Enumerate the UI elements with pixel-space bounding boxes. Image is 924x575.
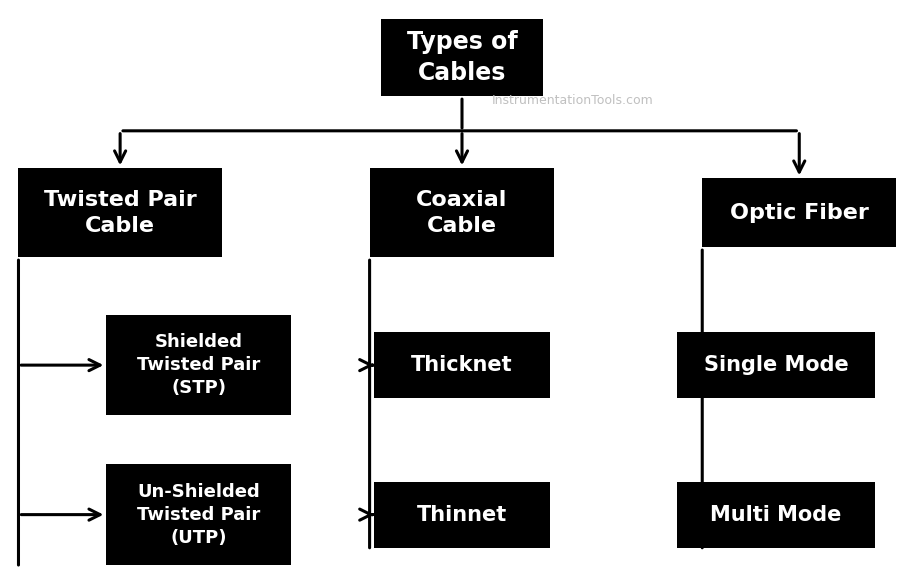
Text: Thinnet: Thinnet	[417, 505, 507, 524]
FancyBboxPatch shape	[374, 332, 550, 398]
FancyBboxPatch shape	[676, 332, 875, 398]
FancyBboxPatch shape	[374, 482, 550, 547]
Text: Types of
Cables: Types of Cables	[407, 30, 517, 85]
FancyBboxPatch shape	[106, 315, 291, 415]
FancyBboxPatch shape	[381, 18, 542, 96]
Text: Optic Fiber: Optic Fiber	[730, 203, 869, 223]
Text: Multi Mode: Multi Mode	[711, 505, 842, 524]
Text: Single Mode: Single Mode	[704, 355, 848, 375]
Text: Coaxial
Cable: Coaxial Cable	[417, 190, 507, 236]
FancyBboxPatch shape	[370, 168, 554, 258]
Text: Thicknet: Thicknet	[411, 355, 513, 375]
FancyBboxPatch shape	[106, 465, 291, 565]
Text: Twisted Pair
Cable: Twisted Pair Cable	[43, 190, 197, 236]
Text: Shielded
Twisted Pair
(STP): Shielded Twisted Pair (STP)	[137, 334, 261, 397]
FancyBboxPatch shape	[18, 168, 222, 258]
FancyBboxPatch shape	[702, 178, 896, 247]
Text: InstrumentationTools.com: InstrumentationTools.com	[492, 94, 654, 107]
Text: Un-Shielded
Twisted Pair
(UTP): Un-Shielded Twisted Pair (UTP)	[137, 483, 261, 546]
FancyBboxPatch shape	[676, 482, 875, 547]
